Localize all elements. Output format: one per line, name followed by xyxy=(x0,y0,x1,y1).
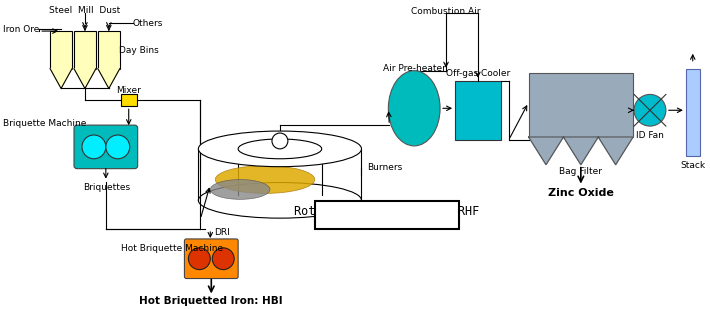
Circle shape xyxy=(212,248,234,270)
Text: Hot Briquette Machine: Hot Briquette Machine xyxy=(121,244,223,253)
Circle shape xyxy=(82,135,106,159)
Ellipse shape xyxy=(272,133,288,149)
Polygon shape xyxy=(599,137,633,165)
Text: Hot Briquetted Iron: HBI: Hot Briquetted Iron: HBI xyxy=(139,296,283,306)
Text: Mixer: Mixer xyxy=(116,86,141,95)
Text: Zinc Oxide: Zinc Oxide xyxy=(548,188,613,198)
Text: Burners: Burners xyxy=(368,163,403,172)
Bar xyxy=(121,95,137,106)
Polygon shape xyxy=(74,69,96,88)
FancyBboxPatch shape xyxy=(185,239,238,278)
Bar xyxy=(529,73,633,137)
Bar xyxy=(50,31,72,69)
Text: Bag Filter: Bag Filter xyxy=(559,167,602,176)
Bar xyxy=(455,81,501,140)
Text: ID Fan: ID Fan xyxy=(636,130,664,139)
Ellipse shape xyxy=(210,180,270,199)
Bar xyxy=(315,201,459,229)
Text: Outer Diameter: 21.5m: Outer Diameter: 21.5m xyxy=(330,218,444,228)
Ellipse shape xyxy=(388,71,440,146)
Bar xyxy=(98,31,120,69)
FancyBboxPatch shape xyxy=(74,125,138,169)
Text: Briquette Machine: Briquette Machine xyxy=(4,119,87,128)
Text: Air Pre-heater: Air Pre-heater xyxy=(383,64,446,73)
Circle shape xyxy=(106,135,130,159)
Text: Others: Others xyxy=(133,19,163,28)
Polygon shape xyxy=(529,137,564,165)
Text: Iron Ore: Iron Ore xyxy=(4,25,40,34)
Text: Off-gas Cooler: Off-gas Cooler xyxy=(446,69,510,78)
Ellipse shape xyxy=(198,131,361,167)
Polygon shape xyxy=(50,69,72,88)
Polygon shape xyxy=(98,69,120,88)
Text: Rotary Hearth Furnace: RHF: Rotary Hearth Furnace: RHF xyxy=(294,205,479,218)
Text: Combustion Air: Combustion Air xyxy=(411,7,481,16)
Ellipse shape xyxy=(198,183,361,218)
Ellipse shape xyxy=(238,139,322,159)
Ellipse shape xyxy=(215,166,315,193)
Text: DRI: DRI xyxy=(214,228,230,238)
Text: Day Bins: Day Bins xyxy=(119,46,158,55)
Bar xyxy=(74,31,96,69)
Circle shape xyxy=(634,95,666,126)
Text: Steel  Mill  Dust: Steel Mill Dust xyxy=(49,6,121,15)
Text: Stack: Stack xyxy=(680,161,705,170)
Text: Briquettes: Briquettes xyxy=(83,183,130,192)
Bar xyxy=(686,69,700,156)
Circle shape xyxy=(188,248,210,270)
Polygon shape xyxy=(564,137,599,165)
